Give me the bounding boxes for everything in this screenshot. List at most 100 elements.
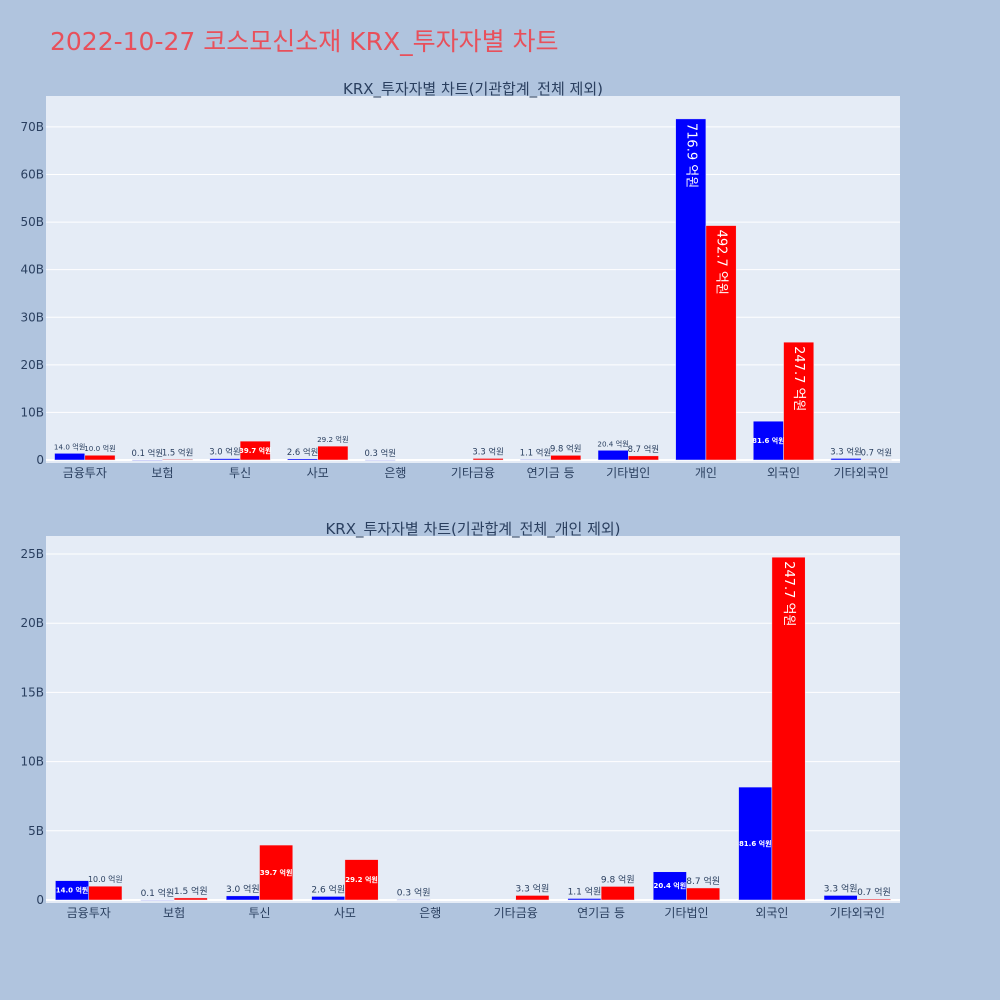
bar-series-1 — [209, 458, 241, 461]
bar-series-1 — [520, 459, 551, 461]
data-label: 492.7 억원 — [714, 230, 729, 295]
y-tick-label: 30B — [20, 310, 44, 324]
bar-series-2 — [239, 440, 271, 461]
bar-series-2 — [317, 445, 349, 461]
category-label: 기타금융 — [494, 906, 538, 920]
y-tick-label: 10B — [20, 405, 44, 419]
bar-series-2 — [88, 885, 123, 901]
category-label: 기타법인 — [606, 466, 650, 480]
category-label: 보험 — [151, 466, 173, 480]
data-label: 3.3 억원 — [515, 882, 549, 894]
bar-series-2 — [857, 898, 891, 901]
data-label: 0.3 억원 — [397, 887, 431, 899]
data-label: 3.3 억원 — [824, 882, 858, 894]
data-label: 9.8 억원 — [601, 873, 635, 885]
data-label: 2.6 억원 — [311, 883, 345, 895]
y-tick-label: 20B — [20, 616, 44, 630]
bar-series-1 — [753, 420, 784, 461]
bar-series-2 — [472, 458, 504, 461]
data-label: 0.1 억원 — [132, 448, 164, 458]
bar-series-1 — [225, 895, 260, 901]
bar-series-2 — [162, 459, 193, 461]
bar-series-1 — [396, 899, 431, 901]
bar-series-2 — [860, 459, 892, 461]
category-label: 연기금 등 — [527, 466, 575, 480]
chart-title: KRX_투자자별 차트(기관합계_전체_개인 제외) — [325, 520, 620, 539]
bar-series-2 — [84, 454, 116, 461]
bar-series-2 — [550, 455, 582, 461]
bar-series-2 — [259, 844, 294, 901]
y-tick-label: 0 — [36, 453, 44, 467]
bar-series-1 — [738, 786, 773, 901]
bar-series-1 — [311, 896, 346, 901]
y-tick-label: 10B — [20, 755, 44, 769]
bar-series-1 — [287, 458, 318, 461]
data-label: 0.7 억원 — [857, 886, 891, 898]
bar-series-1 — [131, 459, 163, 461]
y-tick-label: 50B — [20, 215, 44, 229]
data-label: 14.0 억원 — [54, 442, 86, 451]
y-tick-label: 60B — [20, 168, 44, 182]
category-label: 은행 — [419, 905, 441, 920]
bar-series-2 — [628, 455, 659, 461]
data-label: 8.7 억원 — [628, 444, 660, 454]
category-label: 사모 — [334, 906, 356, 920]
plot-area — [46, 96, 900, 463]
bar-series-2 — [705, 225, 737, 461]
data-label: 0.1 억원 — [141, 887, 175, 899]
y-tick-label: 25B — [20, 547, 44, 561]
category-label: 보험 — [163, 906, 185, 920]
chart-panel-1: 0 10B 20B 30B 40B 50B 60B 70B KRX_투자자별 차트(기관합계_전… — [20, 80, 900, 480]
bar-series-2 — [600, 886, 635, 901]
data-label: 1.1 억원 — [520, 447, 552, 457]
data-label: 1.5 억원 — [174, 885, 208, 897]
y-tick-label: 5B — [28, 824, 44, 838]
data-label: 14.0 억원 — [56, 886, 89, 895]
bar-series-1 — [652, 871, 687, 901]
data-label: 0.3 억원 — [364, 448, 396, 458]
data-label: 20.4 억원 — [654, 881, 687, 890]
category-label: 기타법인 — [664, 906, 708, 920]
y-tick-label: 70B — [20, 120, 44, 134]
category-label: 기타금융 — [451, 466, 495, 480]
bar-series-2 — [783, 341, 815, 461]
y-tick-label: 0 — [36, 893, 44, 907]
data-label: 8.7 억원 — [686, 875, 720, 887]
y-tick-label: 15B — [20, 685, 44, 699]
category-label: 금융투자 — [67, 906, 111, 920]
data-label: 10.0 억원 — [88, 874, 123, 884]
data-label: 716.9 억원 — [683, 123, 698, 188]
data-label: 20.4 억원 — [597, 439, 629, 448]
data-label: 247.7 억원 — [781, 561, 796, 626]
chart-title: KRX_투자자별 차트(기관합계_전체 제외) — [343, 80, 603, 99]
category-label: 연기금 등 — [577, 906, 625, 920]
category-label: 은행 — [384, 465, 406, 480]
bar-series-2 — [515, 895, 550, 901]
bar-series-1 — [567, 898, 602, 901]
chart-panel-2: 0 5B 10B 15B 20B 25B KRX_투자자별 차트(기관합계_전체_개인 제외… — [20, 520, 900, 920]
bar-series-2 — [344, 859, 379, 901]
data-label: 39.7 억원 — [260, 868, 293, 877]
data-label: 2.6 억원 — [287, 447, 319, 457]
data-label: 81.6 억원 — [752, 436, 784, 445]
y-tick-label: 20B — [20, 358, 44, 372]
data-label: 39.7 억원 — [239, 446, 271, 455]
data-label: 29.2 억원 — [345, 875, 378, 884]
data-label: 0.7 억원 — [861, 448, 893, 458]
y-tick-label: 40B — [20, 263, 44, 277]
data-label: 81.6 억원 — [739, 839, 772, 848]
data-label: 10.0 억원 — [84, 444, 116, 453]
category-label: 외국인 — [767, 466, 800, 480]
bar-series-2 — [686, 887, 721, 901]
bar-series-1 — [140, 899, 175, 901]
category-label: 금융투자 — [63, 466, 107, 480]
data-label: 1.5 억원 — [162, 447, 194, 457]
category-label: 사모 — [307, 466, 329, 480]
bar-series-1 — [597, 450, 629, 461]
bar-series-2 — [173, 897, 208, 901]
data-label: 9.8 억원 — [550, 443, 582, 453]
bar-series-1 — [830, 458, 862, 461]
category-label: 투신 — [229, 466, 251, 480]
bar-series-1 — [364, 459, 396, 461]
